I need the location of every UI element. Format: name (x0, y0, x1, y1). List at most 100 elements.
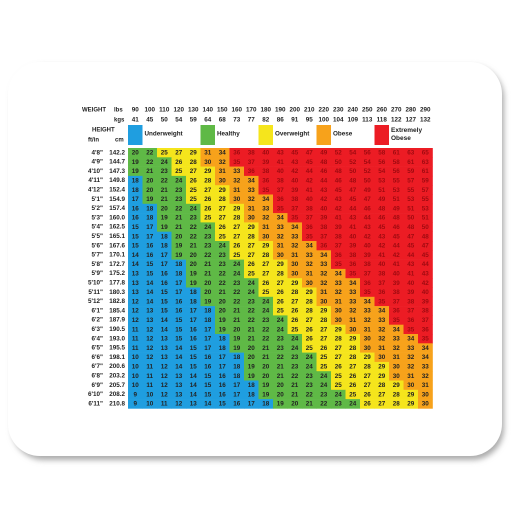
bmi-value: 51 (378, 187, 386, 194)
bmi-cell (258, 194, 274, 205)
bmi-value: 32 (320, 280, 328, 287)
bmi-cell (171, 306, 187, 316)
bmi-cell (229, 175, 245, 186)
bmi-value: 27 (291, 298, 299, 305)
legend-label: Healthy (217, 131, 240, 138)
bmi-value: 44 (407, 252, 415, 259)
height-cm: 177.8 (109, 280, 125, 287)
bmi-cell (403, 343, 419, 353)
bmi-value: 28 (233, 215, 241, 222)
bmi-value: 22 (277, 354, 285, 361)
bmi-value: 27 (349, 364, 357, 371)
bmi-cell (229, 213, 245, 223)
bmi-cell (258, 157, 274, 167)
bmi-cell (360, 296, 375, 307)
bmi-cell (157, 185, 172, 195)
bmi-cell (215, 250, 230, 260)
bmi-cell (345, 324, 361, 335)
bmi-value: 45 (291, 150, 299, 157)
bmi-cell (171, 389, 187, 400)
height-cm: 203.2 (109, 373, 125, 380)
bmi-cell (331, 259, 346, 270)
bmi-cell (418, 278, 433, 288)
bmi-value: 18 (190, 298, 198, 305)
bmi-cell (302, 278, 317, 288)
bmi-cell (287, 268, 303, 279)
height-ftin: 5'6" (92, 242, 104, 249)
bmi-value: 34 (422, 345, 430, 352)
bmi-cell (287, 352, 303, 363)
bmi-value: 11 (146, 364, 153, 371)
bmi-value: 43 (422, 271, 430, 278)
lbs-header: 130 (188, 107, 199, 114)
bmi-cell (374, 371, 390, 381)
bmi-cell (389, 175, 404, 186)
bmi-cell (186, 175, 201, 186)
bmi-value: 28 (219, 196, 227, 203)
bmi-value: 30 (349, 326, 357, 333)
bmi-cell (360, 334, 375, 344)
bmi-value: 18 (175, 261, 183, 268)
bmi-value: 36 (306, 224, 314, 231)
bmi-value: 38 (364, 261, 372, 268)
bmi-value: 39 (407, 289, 415, 296)
bmi-cell (418, 250, 433, 260)
bmi-cell (186, 399, 201, 409)
bmi-cell (389, 268, 404, 279)
height-cm: 182.8 (109, 298, 125, 305)
bmi-cell (258, 352, 274, 363)
bmi-value: 19 (132, 168, 140, 175)
bmi-value: 45 (422, 252, 430, 259)
bmi-value: 22 (233, 289, 241, 296)
bmi-cell (215, 203, 230, 214)
bmi-cell (418, 371, 433, 381)
bmi-cell (229, 306, 245, 316)
bmi-value: 31 (262, 224, 270, 231)
bmi-cell (200, 250, 216, 260)
bmi-cell (171, 185, 187, 195)
bmi-cell (389, 371, 404, 381)
bmi-cell (128, 231, 143, 242)
bmi-value: 43 (407, 261, 415, 268)
bmi-cell (200, 213, 216, 223)
bmi-cell (403, 241, 419, 251)
bmi-cell (157, 389, 172, 400)
bmi-cell (128, 343, 143, 353)
bmi-cell (302, 352, 317, 363)
bmi-cell (374, 231, 390, 242)
bmi-value: 58 (378, 150, 386, 157)
height-ftin: 5'2" (92, 205, 104, 212)
kgs-header: 68 (219, 117, 227, 124)
bmi-cell (215, 241, 230, 251)
bmi-cell (128, 250, 143, 260)
bmi-value: 26 (306, 336, 314, 343)
height-ftin: 6'4" (92, 335, 104, 342)
bmi-cell (287, 399, 303, 409)
bmi-value: 30 (364, 336, 372, 343)
bmi-cell (142, 278, 158, 288)
bmi-cell (215, 175, 230, 186)
bmi-cell (287, 148, 303, 158)
bmi-value: 23 (175, 196, 183, 203)
bmi-value: 23 (291, 364, 299, 371)
bmi-cell (258, 148, 274, 158)
bmi-value: 38 (335, 233, 343, 240)
bmi-value: 30 (219, 178, 227, 185)
bmi-value: 15 (204, 373, 212, 380)
bmi-cell (360, 287, 375, 298)
bmi-cell (389, 296, 404, 307)
bmi-cell (302, 166, 317, 177)
bmi-value: 40 (349, 233, 357, 240)
bmi-value: 21 (190, 243, 198, 250)
bmi-cell (128, 194, 143, 205)
bmi-value: 33 (349, 298, 357, 305)
bmi-cell (302, 157, 317, 167)
bmi-cell (128, 175, 143, 186)
bmi-cell (273, 166, 288, 177)
bmi-value: 20 (190, 252, 198, 259)
bmi-cell (142, 287, 158, 298)
bmi-value: 37 (320, 233, 328, 240)
bmi-cell (273, 194, 288, 205)
bmi-cell (128, 361, 143, 372)
